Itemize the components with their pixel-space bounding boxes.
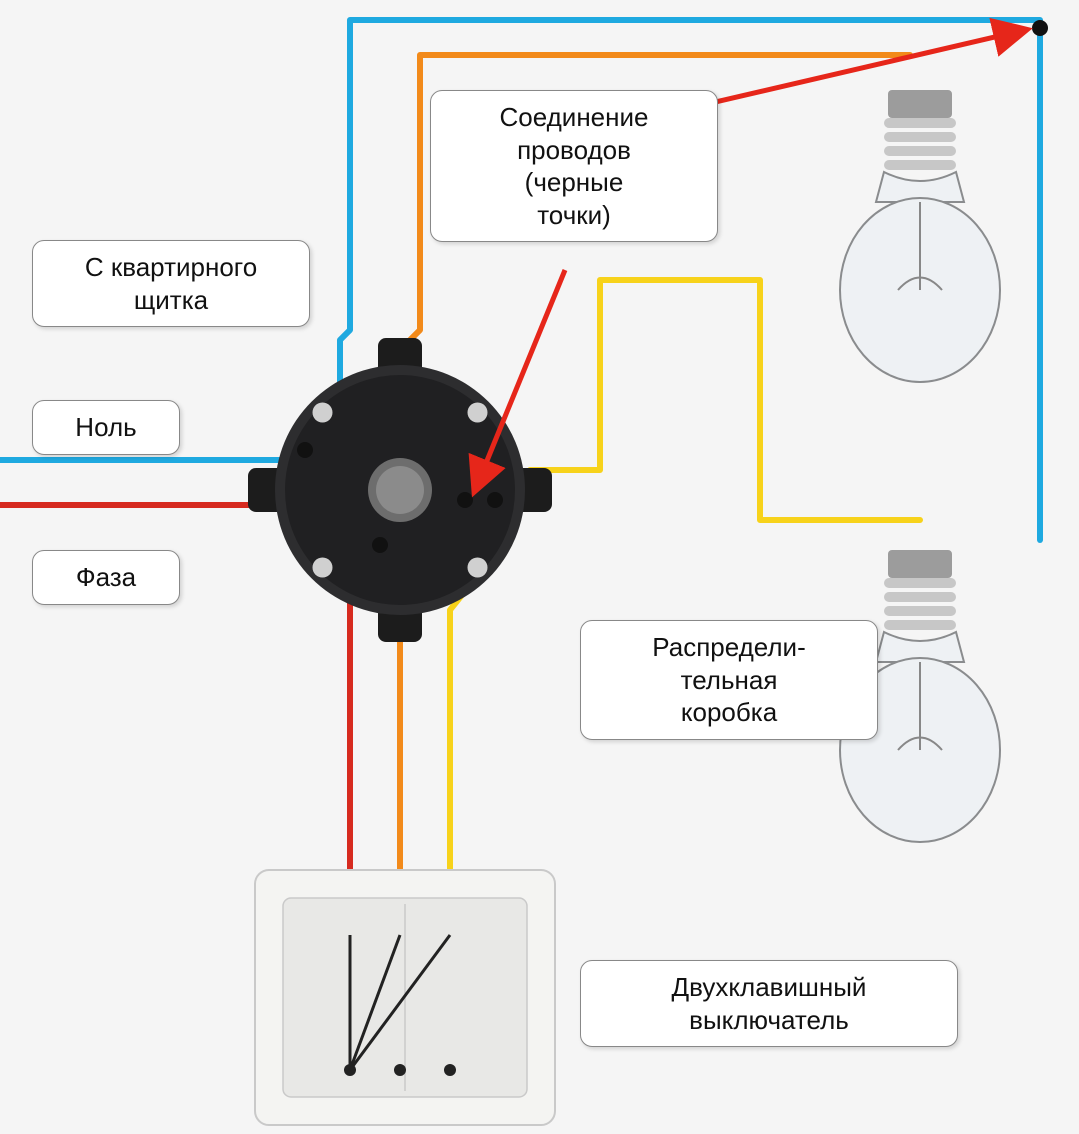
double-switch-icon — [255, 870, 555, 1125]
connection-node-3 — [487, 492, 503, 508]
connection-node-4 — [1032, 20, 1048, 36]
label-phase: Фаза — [32, 550, 180, 605]
label-neutral: Ноль — [32, 400, 180, 455]
label-switch: Двухклавишный выключатель — [580, 960, 958, 1047]
label-connections: Соединение проводов (черные точки) — [430, 90, 718, 242]
wiring-diagram: С квартирного щитка Ноль Фаза Соединение… — [0, 0, 1079, 1134]
connection-node-0 — [297, 442, 313, 458]
connection-node-1 — [372, 537, 388, 553]
connection-node-2 — [457, 492, 473, 508]
bulb-1-icon — [840, 90, 1000, 382]
label-panel: С квартирного щитка — [32, 240, 310, 327]
label-jbox: Распредели- тельная коробка — [580, 620, 878, 740]
junction-box-icon — [248, 338, 552, 642]
